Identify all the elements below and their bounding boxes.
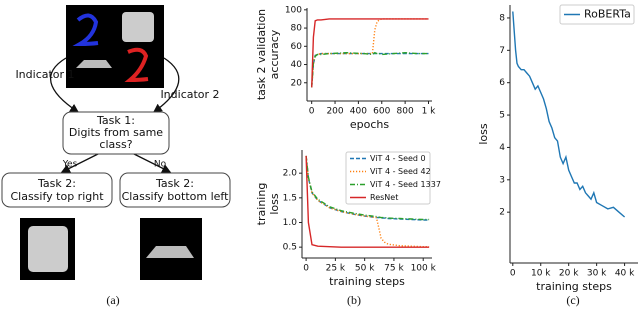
- legend-label: ViT 4 - Seed 42: [370, 167, 431, 176]
- x-tick-label: 600: [373, 107, 390, 117]
- x-tick-label: 400: [350, 107, 367, 117]
- node-label: Task 1:: [96, 114, 135, 127]
- legend-label: ViT 4 - Seed 1337: [370, 180, 441, 189]
- x-tick-label: 10 k: [531, 269, 551, 279]
- legend: [559, 4, 635, 25]
- y-axis-label: training: [255, 183, 268, 226]
- image-grid: [66, 5, 164, 88]
- y-axis-label: loss: [477, 123, 490, 145]
- y-tick-label: 0.5: [283, 243, 297, 253]
- y-tick-label: 6: [499, 78, 505, 88]
- x-tick-label: 800: [397, 107, 414, 117]
- y-tick-label: 60: [291, 42, 303, 52]
- y-axis-label: accuracy: [268, 29, 281, 79]
- node-label: Task 2:: [155, 177, 194, 190]
- line: [512, 11, 626, 218]
- y-tick-label: 1.5: [283, 193, 297, 203]
- node-label: class?: [99, 138, 132, 151]
- node: [62, 111, 170, 155]
- x-tick-label: 0: [510, 269, 516, 279]
- y-tick-label: 80: [291, 24, 303, 34]
- node-label: Classify top right: [10, 190, 104, 203]
- x-axis-label: training steps: [329, 275, 405, 288]
- y-axis-label: loss: [268, 193, 281, 215]
- edge-label: Indicator 2: [160, 88, 219, 101]
- edge-label: No: [154, 160, 167, 170]
- x-tick-label: 1 k: [422, 107, 437, 117]
- node-label: Digits from same: [69, 126, 163, 139]
- node: [1, 172, 113, 208]
- x-tick-label: 20 k: [559, 269, 579, 279]
- y-tick-label: 20: [291, 78, 303, 88]
- y-tick-label: 4: [499, 143, 505, 153]
- x-tick-label: 25 k: [326, 264, 346, 274]
- y-tick-label: 7: [499, 46, 505, 56]
- x-tick-label: 100 k: [411, 264, 437, 274]
- y-axis-label: task 2 validation: [255, 9, 268, 100]
- arrow: [49, 57, 80, 113]
- y-tick-label: 8: [499, 13, 505, 23]
- x-axis-label: training steps: [536, 280, 612, 293]
- panel-label: (c): [566, 293, 579, 307]
- edge-label: Yes: [62, 160, 78, 170]
- legend-label: ResNet: [370, 193, 398, 202]
- y-tick-label: 2.0: [283, 169, 298, 179]
- line: [311, 51, 429, 88]
- x-tick-label: 200: [326, 107, 343, 117]
- panel-label: (b): [347, 293, 361, 307]
- line: [311, 52, 429, 88]
- x-tick-label: 0: [309, 107, 315, 117]
- x-tick-label: 0: [303, 264, 309, 274]
- legend-label: ViT 4 - Seed 0: [370, 154, 426, 163]
- y-tick-label: 100: [285, 5, 302, 15]
- arrow: [131, 152, 172, 173]
- arrow: [152, 57, 180, 113]
- line: [311, 18, 429, 88]
- y-tick-label: 40: [291, 60, 303, 70]
- x-tick-label: 50 k: [355, 264, 375, 274]
- legend: [345, 151, 431, 205]
- node-label: Classify bottom left: [122, 190, 229, 203]
- x-tick-label: 30 k: [587, 269, 607, 279]
- y-tick-label: 2: [499, 208, 505, 218]
- y-tick-label: 3: [499, 175, 505, 185]
- x-axis-label: epochs: [350, 118, 389, 131]
- y-tick-label: 5: [499, 111, 505, 121]
- line: [305, 155, 430, 221]
- edge-label: Indicator 1: [15, 68, 74, 81]
- y-tick-label: 1.0: [283, 218, 298, 228]
- line: [305, 155, 430, 248]
- line: [305, 155, 430, 248]
- node-label: Task 2:: [37, 177, 76, 190]
- node: [119, 172, 231, 208]
- x-tick-label: 40 k: [615, 269, 635, 279]
- panel-label: (a): [106, 293, 119, 307]
- legend-label: RoBERTa: [584, 8, 631, 21]
- x-tick-label: 75 k: [384, 264, 404, 274]
- arrow: [60, 152, 101, 173]
- image-output: [20, 218, 202, 280]
